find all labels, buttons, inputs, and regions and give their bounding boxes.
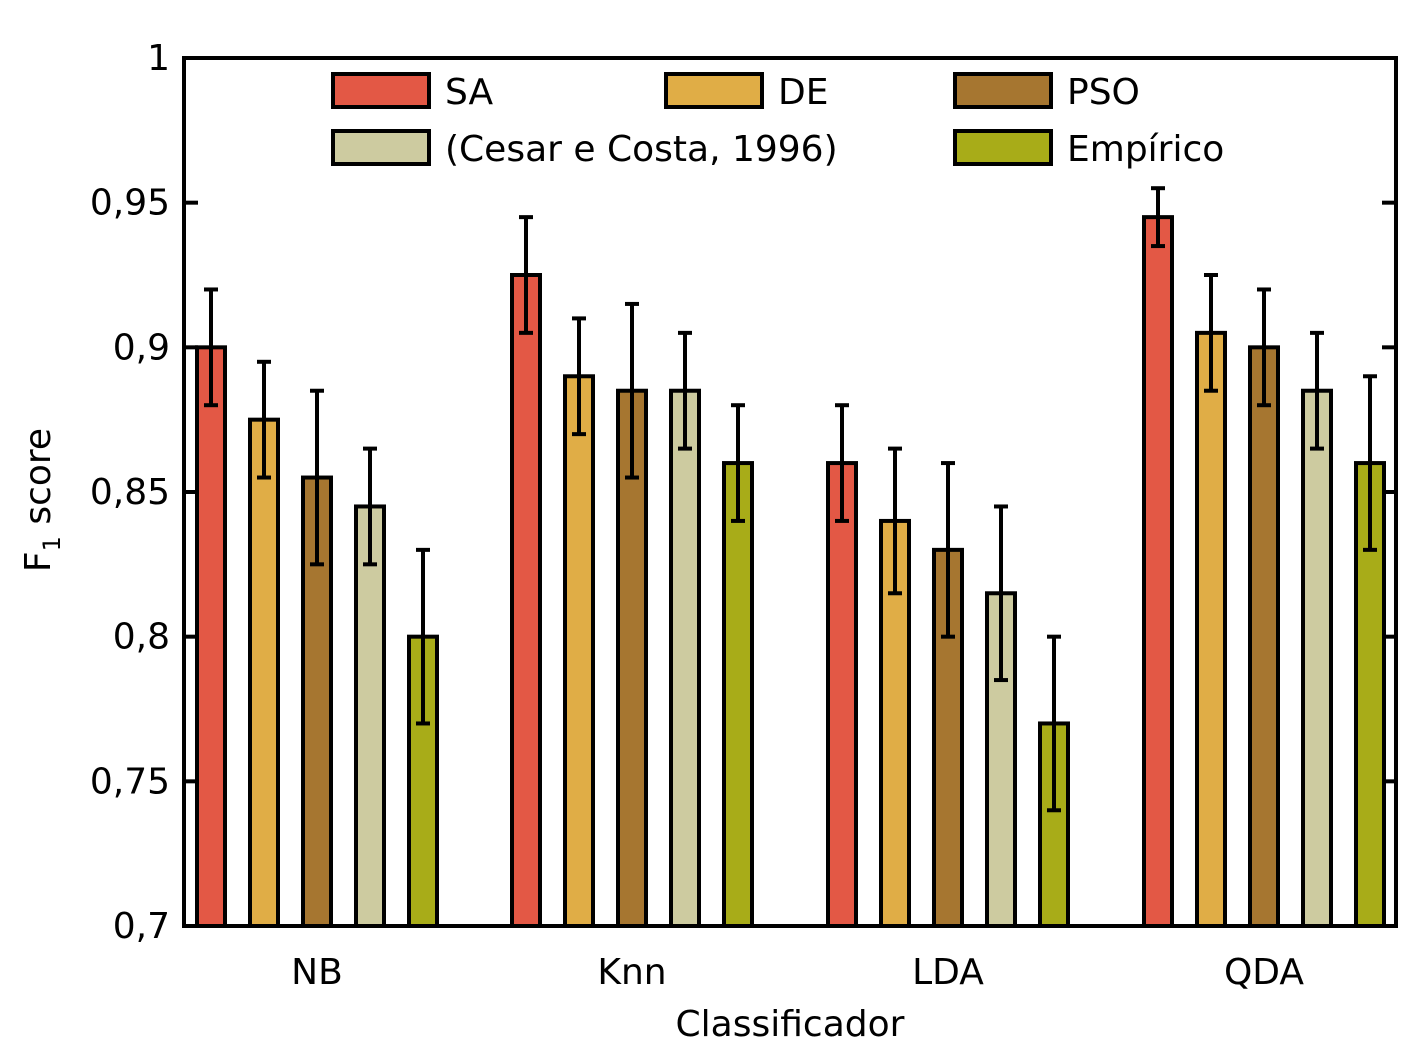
bar: [1142, 215, 1174, 928]
bar: [1301, 388, 1333, 928]
x-tick-label: Knn: [597, 952, 666, 993]
bar: [510, 273, 542, 928]
x-tick-label: LDA: [912, 952, 984, 993]
bar: [1354, 461, 1386, 928]
x-axis-title: Classificador: [676, 1004, 905, 1045]
y-axis-title-subscript: 1: [38, 536, 66, 551]
bar: [669, 388, 701, 928]
bar: [248, 417, 280, 928]
bar: [722, 461, 754, 928]
bar: [195, 345, 227, 929]
y-tick-label: 0,9: [113, 327, 170, 368]
bar: [563, 374, 595, 928]
legend-swatch: [953, 129, 1053, 166]
y-tick-label: 1: [147, 38, 170, 79]
legend: SA DE PSO (Cesar e Costa, 1996) Empírico: [331, 72, 1224, 170]
legend-swatch: [331, 129, 431, 166]
legend-label: (Cesar e Costa, 1996): [445, 129, 838, 170]
bar: [1195, 330, 1227, 929]
legend-swatch: [331, 72, 431, 109]
x-tick-label: NB: [291, 952, 343, 993]
axes: NB Knn LDA QDA 0,7 0,75 0,8 0,85 0,9 0,95 1: [90, 38, 1398, 993]
bar: [826, 461, 858, 928]
legend-swatch: [953, 72, 1053, 109]
legend-label: DE: [778, 72, 828, 113]
legend-swatch: [664, 72, 764, 109]
legend-label: PSO: [1067, 72, 1140, 113]
bar: [354, 504, 386, 928]
y-tick-label: 0,75: [90, 761, 170, 802]
legend-label: Empírico: [1067, 129, 1224, 170]
y-tick-label: 0,8: [113, 617, 170, 658]
y-axis-title-rest: score: [18, 428, 59, 536]
y-axis-title: F1 score: [18, 428, 66, 572]
y-tick-label: 0,7: [113, 906, 170, 947]
y-tick-label: 0,85: [90, 472, 170, 513]
bar: [1248, 345, 1280, 929]
y-tick-label: 0,95: [90, 183, 170, 224]
plot-area: [195, 186, 1386, 929]
legend-label: SA: [445, 72, 494, 113]
y-axis-title-main: F: [18, 551, 59, 572]
x-tick-label: QDA: [1224, 952, 1304, 993]
